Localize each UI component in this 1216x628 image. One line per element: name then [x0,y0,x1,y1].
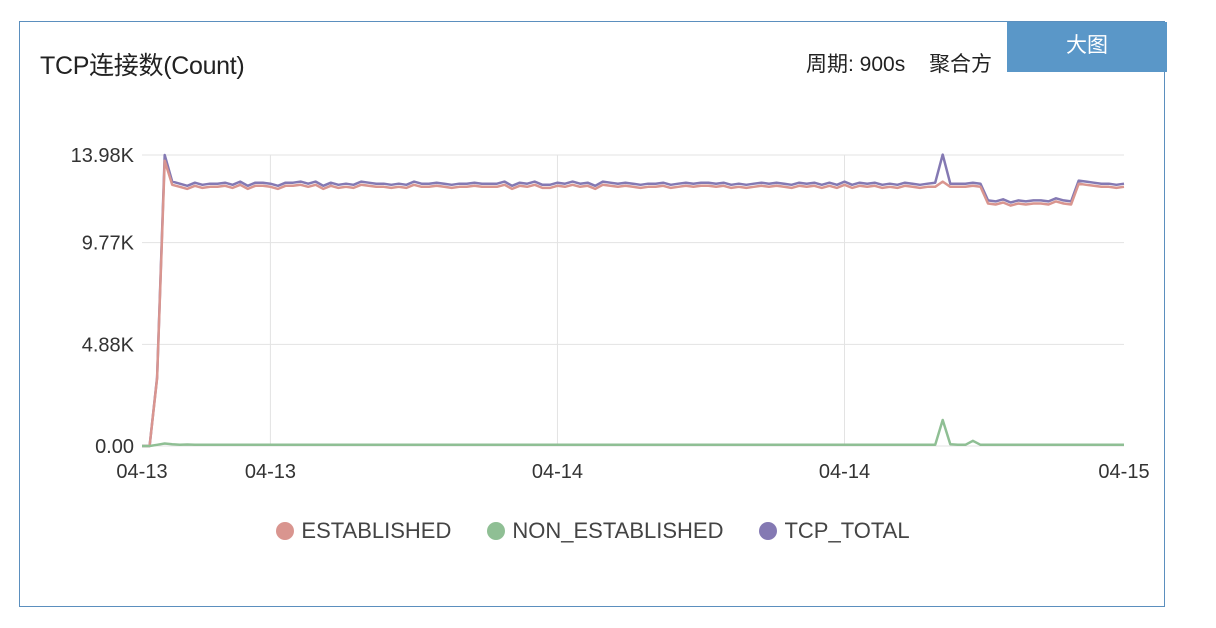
y-tick-label: 13.98K [71,145,135,167]
legend-label: ESTABLISHED [301,518,452,543]
x-tick-label: 04-13 [116,461,167,483]
legend-item-tcp-total[interactable]: TCP_TOTAL [759,518,910,544]
legend-dot-icon [276,522,295,540]
enlarge-button[interactable]: 大图 [1007,22,1167,72]
period-label: 周期: 900s [806,53,906,76]
legend-item-established[interactable]: ESTABLISHED [276,518,451,544]
panel-title: TCP连接数(Count) [40,52,245,80]
series-line-non-established [142,418,1124,448]
legend-label: NON_ESTABLISHED [512,518,724,543]
y-tick-label: 0.00 [95,436,134,458]
chart-panel: TCP连接数(Count) 周期: 900s 聚合方 大图 0.00 4.88K 9… [19,21,1167,607]
x-tick-label: 04-14 [532,461,583,483]
x-tick-label: 04-13 [245,461,296,483]
aggregation-label: 聚合方 [929,53,993,76]
y-tick-label: 4.88K [82,334,135,356]
series-line-tcp-total [142,153,1125,448]
chart-legend: ESTABLISHED NON_ESTABLISHED TCP_TOTAL [20,518,1166,544]
y-tick-label: 9.77K [82,233,135,255]
x-tick-label: 04-14 [819,461,870,483]
legend-dot-icon [759,522,778,540]
line-chart: 0.00 4.88K 9.77K 13.98K 04-13 04-13 04-14 04-14… [71,145,1150,483]
legend-dot-icon [487,522,506,540]
legend-item-non-established[interactable]: NON_ESTABLISHED [487,518,723,544]
x-tick-label: 04-15 [1098,461,1149,483]
panel-meta: 周期: 900s 聚合方 [806,48,1010,78]
legend-label: TCP_TOTAL [784,518,910,543]
series-line-established [142,159,1125,448]
